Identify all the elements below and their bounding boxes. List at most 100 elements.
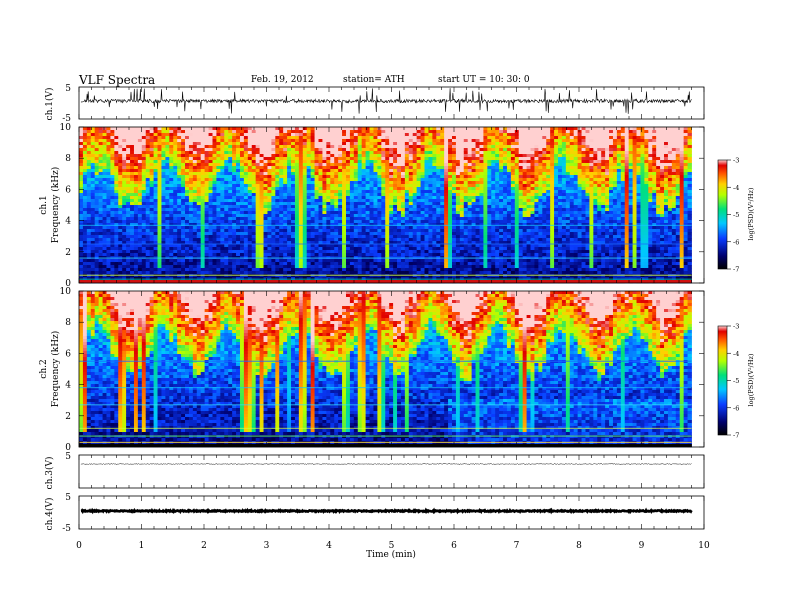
spectrogram-cell — [255, 250, 261, 254]
spectrogram-cell — [342, 208, 347, 212]
spectrogram-cell — [200, 154, 206, 158]
spectrogram-cell — [294, 253, 300, 257]
spectrogram-cell — [432, 172, 437, 176]
spectrogram-cell — [452, 172, 457, 176]
spectrogram-cell — [86, 148, 92, 152]
spectrogram-cell — [416, 226, 421, 230]
spectrogram-cell — [102, 238, 107, 242]
spectrogram-cell — [365, 130, 370, 134]
spectrogram-cell — [428, 262, 433, 266]
spectrogram-cell — [298, 217, 304, 221]
spectrogram-cell — [432, 211, 437, 215]
spectrogram-cell — [216, 178, 221, 182]
spectrogram-cell — [188, 163, 194, 167]
spectrogram-cell — [416, 178, 421, 182]
spectrogram-cell — [357, 241, 363, 245]
spectrogram-cell — [177, 199, 182, 203]
spectrogram-cell — [318, 169, 323, 173]
spectrogram-cell — [220, 238, 225, 242]
spectrogram-cell — [161, 142, 166, 146]
spectrogram-cell — [153, 160, 158, 164]
spectrogram-cell — [448, 199, 453, 203]
spectrogram-cell — [287, 235, 292, 239]
spectrogram-cell — [267, 247, 272, 251]
spectrogram-cell — [353, 181, 359, 185]
spectrogram-cell — [377, 223, 382, 227]
spectrogram-cell — [192, 208, 198, 212]
spectrogram-cell — [247, 187, 253, 191]
spectrogram-cell — [259, 193, 264, 197]
spectrogram-cell — [98, 271, 103, 275]
spectrogram-cell — [192, 172, 198, 176]
spectrogram-cell — [192, 196, 198, 200]
spectrogram-cell — [157, 220, 162, 224]
spectrogram-cell — [228, 241, 233, 245]
spectrogram-cell — [291, 223, 296, 227]
spectrogram-cell — [236, 274, 241, 278]
spectrogram-cell — [232, 253, 237, 257]
spectrogram-cell — [106, 241, 111, 245]
spectrogram-cell — [220, 133, 225, 137]
spectrogram-cell — [334, 265, 339, 269]
spectrogram-cell — [444, 265, 449, 269]
spectrogram-cell — [130, 211, 135, 215]
spectrogram-cell — [310, 142, 315, 146]
spectrogram-cell — [349, 244, 355, 248]
spectrogram-cell — [145, 181, 151, 185]
spectrogram-cell — [448, 274, 453, 278]
spectrogram-cell — [279, 130, 284, 134]
spectrogram-cell — [393, 151, 398, 155]
spectrogram-cell — [432, 175, 437, 179]
spectrogram-cell — [200, 232, 206, 236]
spectrogram-cell — [353, 151, 359, 155]
spectrogram-cell — [428, 148, 433, 152]
spectrogram-cell — [291, 187, 296, 191]
spectrogram-cell — [90, 250, 96, 254]
spectrogram-cell — [122, 157, 127, 161]
spectrogram-cell — [212, 214, 217, 218]
spectrogram-cell — [283, 199, 288, 203]
spectrogram-cell — [318, 214, 323, 218]
spectrogram-cell — [345, 187, 351, 191]
spectrogram-cell — [353, 178, 359, 182]
spectrogram-cell — [334, 238, 339, 242]
spectrogram-cell — [188, 244, 194, 248]
spectrogram-cell — [243, 262, 249, 266]
spectrogram-cell — [448, 214, 453, 218]
spectrogram-cell — [130, 220, 135, 224]
spectrogram-cell — [192, 145, 198, 149]
spectrogram-cell — [420, 223, 425, 227]
spectrogram-cell — [208, 196, 213, 200]
spectrogram-cell — [259, 187, 264, 191]
spectrogram-cell — [263, 226, 268, 230]
spectrogram-cell — [349, 148, 355, 152]
spectrogram-cell — [275, 259, 280, 263]
spectrogram-cell — [106, 193, 111, 197]
spectrogram-cell — [79, 187, 84, 191]
spectrogram-cell — [79, 223, 84, 227]
spectrogram-cell — [353, 145, 359, 149]
spectrogram-cell — [306, 172, 312, 176]
spectrogram-cell — [232, 202, 237, 206]
spectrogram-cell — [349, 229, 355, 233]
spectrogram-cell — [141, 142, 147, 146]
spectrogram-cell — [440, 172, 445, 176]
spectrogram-cell — [448, 196, 453, 200]
spectrogram-cell — [306, 184, 312, 188]
spectrogram-cell — [412, 157, 418, 161]
spectrogram-cell — [137, 223, 143, 227]
spectrogram-cell — [157, 193, 162, 197]
spectrogram-cell — [145, 229, 151, 233]
spectrogram-cell — [432, 178, 437, 182]
spectrogram-cell — [275, 130, 280, 134]
spectrogram-cell — [118, 268, 123, 272]
spectrogram-cell — [216, 193, 221, 197]
spectrogram-cell — [173, 223, 178, 227]
spectrogram-cell — [287, 241, 292, 245]
spectrogram-cell — [369, 190, 374, 194]
spectrogram-cell — [393, 142, 398, 146]
spectrogram-cell — [342, 133, 347, 137]
spectrogram-cell — [169, 247, 174, 251]
spectrogram-cell — [330, 220, 335, 224]
spectrogram-cell — [326, 163, 331, 167]
